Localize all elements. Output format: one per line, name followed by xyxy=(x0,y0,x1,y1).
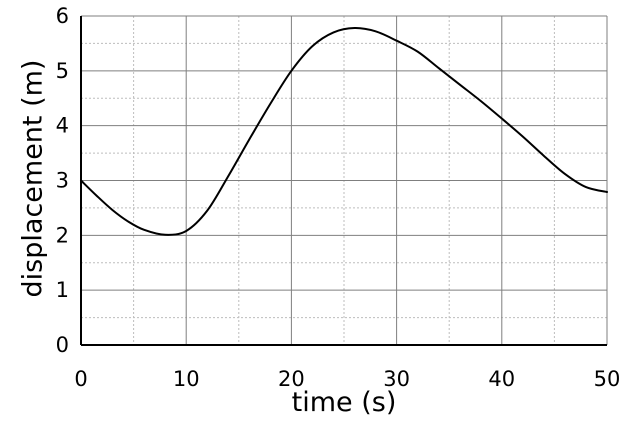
y-tick-label: 4 xyxy=(56,114,69,138)
x-tick-label: 30 xyxy=(383,367,410,391)
x-tick-label: 10 xyxy=(173,367,200,391)
major-grid xyxy=(80,15,608,346)
x-axis-label: time (s) xyxy=(292,387,397,418)
x-tick-label: 40 xyxy=(488,367,515,391)
y-tick-label: 6 xyxy=(56,4,69,28)
y-tick-label: 3 xyxy=(56,169,69,193)
x-tick-label: 0 xyxy=(74,367,87,391)
tick-labels: 0 10 20 30 40 50 0 1 2 3 4 5 6 xyxy=(56,4,621,391)
x-tick-label: 20 xyxy=(278,367,305,391)
y-tick-label: 2 xyxy=(56,223,69,247)
x-tick-label: 50 xyxy=(594,367,621,391)
y-axis-label: displacement (m) xyxy=(18,60,49,298)
series-line-displacement xyxy=(80,27,608,236)
series-layer xyxy=(80,27,608,236)
y-tick-label: 5 xyxy=(56,59,69,83)
y-tick-label: 1 xyxy=(56,278,69,302)
y-tick-label: 0 xyxy=(56,333,69,357)
